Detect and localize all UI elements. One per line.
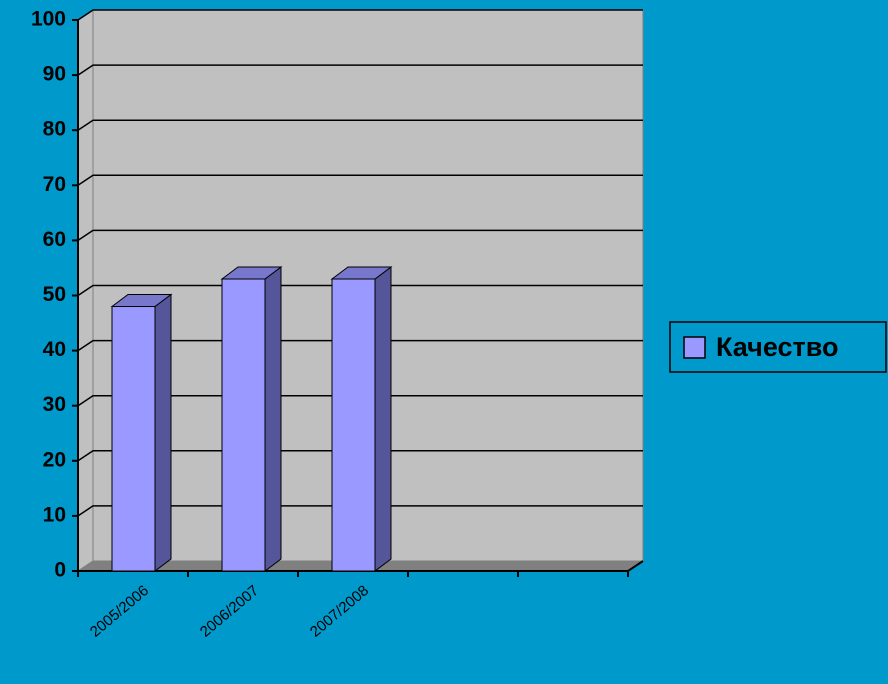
grid-line <box>77 119 643 131</box>
y-tick-label: 80 <box>43 118 66 141</box>
bar-side <box>374 265 392 572</box>
grid-line <box>77 229 643 242</box>
bar-front <box>111 306 156 572</box>
y-tick-label: 50 <box>43 283 66 306</box>
legend-label: Качество <box>716 332 838 362</box>
grid-line <box>77 64 643 76</box>
bar-top <box>220 266 283 280</box>
bar-front <box>221 278 266 572</box>
legend-swatch <box>683 336 706 359</box>
grid-line <box>77 9 643 21</box>
grid-line <box>77 284 643 297</box>
y-tick-label: 90 <box>43 63 66 86</box>
bar-side <box>154 293 172 572</box>
y-tick-label: 20 <box>43 448 66 471</box>
bar <box>330 265 393 572</box>
bar-top <box>110 294 173 308</box>
bar-front <box>331 278 376 572</box>
y-tick-label: 10 <box>43 503 66 526</box>
y-tick-label: 0 <box>54 559 66 582</box>
y-tick-label: 30 <box>43 393 66 416</box>
grid-line <box>77 450 643 462</box>
grid-line <box>77 339 643 352</box>
bar-top <box>330 266 393 280</box>
y-tick-label: 60 <box>43 228 66 251</box>
y-tick-label: 70 <box>43 173 66 196</box>
grid-line <box>77 174 643 186</box>
bar <box>220 265 283 572</box>
y-tick-label: 40 <box>43 338 66 361</box>
legend-box <box>669 321 887 373</box>
grid-line <box>77 394 643 407</box>
bar-side <box>264 265 282 572</box>
y-tick-label: 100 <box>31 8 66 31</box>
bar <box>110 293 173 572</box>
grid-line <box>77 505 643 517</box>
